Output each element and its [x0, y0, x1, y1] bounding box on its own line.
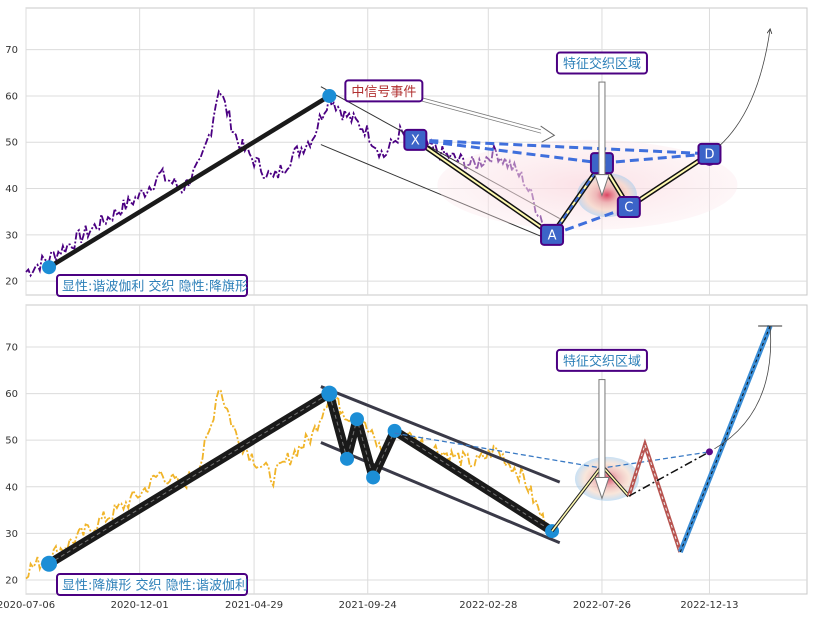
- signal-arrow-head: [540, 125, 556, 143]
- y-tick-label: 50: [5, 436, 18, 447]
- xabcd-label-a: A: [548, 228, 557, 243]
- zigzag-node: [349, 412, 364, 427]
- zone-arrow-shaft: [598, 379, 606, 478]
- y-tick-label: 60: [5, 91, 18, 102]
- ab-dashed-line: [551, 162, 603, 236]
- y-tick-label: 20: [5, 576, 18, 587]
- x-tick-label: 2022-02-28: [459, 600, 517, 611]
- harmonic-dashed-line: [415, 138, 710, 156]
- zigzag-start-node: [42, 260, 57, 275]
- annotation-box: [555, 51, 648, 75]
- xabcd-label-box: [403, 128, 428, 151]
- dash-dot-projection: [628, 451, 710, 497]
- target-point-marker: [705, 448, 713, 456]
- y-tick-label: 40: [5, 184, 18, 195]
- feature-zone-label: 特征交织区域: [563, 56, 641, 72]
- xabcd-label-box: [540, 223, 565, 246]
- zigzag-node: [340, 451, 355, 466]
- price-series-line: [25, 388, 553, 580]
- zigzag-node: [321, 385, 338, 402]
- annotation-box: [555, 348, 648, 372]
- x-tick-label: 2021-04-29: [225, 600, 283, 611]
- price-series-line: [25, 89, 553, 278]
- xabcd-label-x: X: [411, 133, 420, 148]
- channel-lower-line: [320, 441, 561, 545]
- xabcd-label-box: [697, 142, 722, 165]
- zone-arrow-head: [594, 476, 610, 501]
- y-tick-label: 50: [5, 138, 18, 149]
- zone-arrow-head: [594, 174, 610, 198]
- pattern-legend-box: [56, 573, 248, 596]
- projection-curve-arrow: [719, 29, 770, 147]
- projection-curve: [714, 325, 772, 450]
- pattern-legend-text: 显性:谐波伽利 交织 隐性:降旗形: [62, 279, 248, 295]
- x-tick-label: 2022-07-26: [573, 600, 631, 611]
- annotation-box: [344, 79, 424, 103]
- x-tick-label: 2022-12-13: [680, 600, 738, 611]
- feature-zone-label: 特征交织区域: [563, 353, 641, 369]
- zone-arrow-shaft: [598, 81, 606, 176]
- y-tick-label: 20: [5, 277, 18, 288]
- channel-lower-line: [320, 144, 560, 245]
- signal-arrow-fill: [408, 94, 547, 135]
- zigzag-node: [366, 470, 381, 485]
- blue-leg-inner: [679, 325, 771, 553]
- xabcd-label-d: D: [704, 147, 714, 162]
- bear-leg-line: [626, 438, 683, 553]
- signal-event-label: 中信号事件: [351, 85, 416, 100]
- x-axis-tick-labels: 2020-07-06 2020-12-01 2021-04-29 2021-09-24…: [0, 600, 739, 611]
- x-tick-label: 2021-09-24: [339, 600, 397, 611]
- pattern-legend-box: [56, 274, 248, 297]
- harmonic-leg-fill: [628, 152, 711, 208]
- harmonic-leg-fill: [414, 139, 553, 236]
- zigzag-node: [41, 555, 58, 572]
- x-tick-label: 2020-12-01: [111, 600, 169, 611]
- y-tick-label: 70: [5, 45, 18, 56]
- harmonic-dashed-line: [415, 138, 603, 165]
- top-panel: XABCD中信号事件特征交织区域显性:谐波伽利 交织 隐性:降旗形: [25, 29, 770, 297]
- x-tick-label: 2020-07-06: [0, 600, 55, 611]
- y-tick-label: 70: [5, 342, 18, 353]
- pattern-legend-text: 显性:降旗形 交织 隐性:谐波伽利: [62, 578, 248, 594]
- y-tick-label: 30: [5, 529, 18, 540]
- y-tick-label: 30: [5, 230, 18, 241]
- xabcd-label-box: [616, 196, 641, 219]
- zigzag-line: [47, 94, 331, 270]
- y-tick-label: 60: [5, 389, 18, 400]
- harmonic-dashed-line: [601, 152, 710, 165]
- y-tick-label: 40: [5, 482, 18, 493]
- zigzag-node: [387, 423, 402, 438]
- channel-upper-line: [320, 385, 561, 484]
- xabcd-label-c: C: [624, 201, 633, 216]
- zigzag-end-node: [322, 88, 337, 103]
